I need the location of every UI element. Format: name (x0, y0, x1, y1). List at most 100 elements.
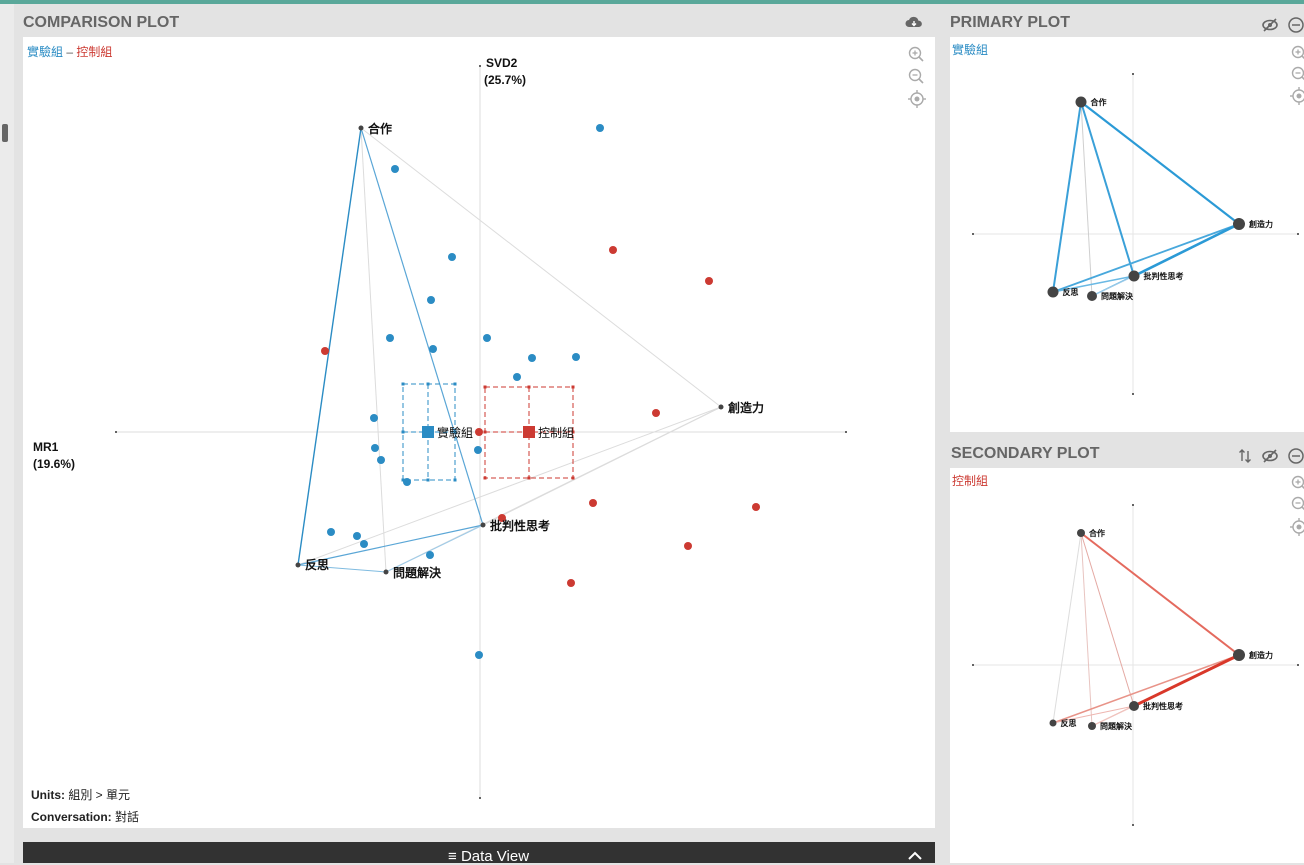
network-node-label: 反思 (305, 557, 329, 572)
recenter-icon[interactable] (1290, 518, 1304, 536)
group-a-handle (454, 383, 457, 386)
unit-point-group-a (391, 165, 399, 173)
zoom-in-icon-handle (919, 57, 923, 61)
primary-plot-node-label: 創造力 (1248, 219, 1273, 229)
zoom-out-icon[interactable] (1293, 68, 1304, 82)
secondary-plot-node-fansi (1050, 720, 1057, 727)
network-node-label: 問題解決 (393, 565, 442, 580)
unit-point-group-a (426, 551, 434, 559)
group-b-centroid (523, 426, 535, 438)
unit-point-group-a (370, 414, 378, 422)
secondary-plot-node-pipan (1129, 701, 1139, 711)
primary-plot-axis-end (1132, 73, 1134, 75)
unit-point-group-b (652, 409, 660, 417)
group-a-centroid (422, 426, 434, 438)
unit-point-group-a (353, 532, 361, 540)
x-axis-percent: (19.6%) (33, 457, 75, 471)
group-b-handle (484, 386, 487, 389)
primary-plot-node-label: 合作 (1090, 97, 1107, 107)
zoom-in-icon[interactable] (1293, 477, 1304, 491)
group-a-handle (402, 383, 405, 386)
group-b-handle (572, 386, 575, 389)
network-edge (386, 525, 483, 572)
axis-end-tick (845, 431, 847, 433)
unit-point-group-a (475, 651, 483, 659)
primary-plot-node-wenti (1087, 291, 1097, 301)
zoom-in-icon[interactable] (910, 48, 924, 62)
secondary-plot-node-label: 批判性思考 (1143, 701, 1183, 711)
recenter-icon-dot (1297, 94, 1302, 99)
zoom-in-icon[interactable] (1293, 47, 1304, 61)
unit-point-group-a (572, 353, 580, 361)
network-node-label: 創造力 (727, 400, 764, 415)
unit-point-group-b (475, 428, 483, 436)
y-axis-label: SVD2 (486, 56, 518, 70)
zoom-out-icon[interactable] (910, 70, 924, 84)
axis-end-tick (479, 797, 481, 799)
group-b-handle (528, 477, 531, 480)
primary-plot-edge (1053, 102, 1081, 292)
secondary-plot-edge (1081, 533, 1239, 655)
axis-end-tick (115, 431, 117, 433)
primary-plot-node-label: 反思 (1063, 287, 1079, 297)
unit-point-group-a (474, 446, 482, 454)
unit-point-group-b (752, 503, 760, 511)
network-node-label: 批判性思考 (490, 518, 550, 533)
group-b-handle (528, 386, 531, 389)
secondary-plot-node-label: 創造力 (1248, 650, 1273, 660)
primary-plot-axis-end (972, 233, 974, 235)
group-a-handle (402, 431, 405, 434)
primary-plot-node-fansi (1048, 287, 1059, 298)
unit-point-group-b (609, 246, 617, 254)
recenter-icon-dot (915, 97, 920, 102)
network-edge-faint (361, 128, 721, 407)
network-edge (298, 128, 361, 565)
primary-plot-axis-end (1297, 233, 1299, 235)
recenter-icon-dot (1297, 525, 1302, 530)
secondary-plot-axis-end (972, 664, 974, 666)
recenter-icon[interactable] (1290, 87, 1304, 105)
zoom-out-icon[interactable] (1293, 498, 1304, 512)
unit-point-group-b (567, 579, 575, 587)
network-node-wenti (384, 570, 389, 575)
network-edge-faint (483, 407, 721, 525)
unit-point-group-a (596, 124, 604, 132)
zoom-out-icon-handle (919, 79, 923, 83)
unit-point-group-a (377, 456, 385, 464)
primary-plot-node-hezuo (1076, 97, 1087, 108)
unit-point-group-b (589, 499, 597, 507)
recenter-icon[interactable] (908, 90, 926, 108)
secondary-plot-edge (1053, 533, 1081, 723)
network-node-pipan (481, 523, 486, 528)
primary-plot-axis-end (1132, 393, 1134, 395)
primary-plot-edge (1134, 224, 1239, 276)
unit-point-group-b (705, 277, 713, 285)
secondary-plot-axis-end (1132, 504, 1134, 506)
primary-plot-edge (1081, 102, 1239, 224)
group-a-label: 實驗組 (437, 425, 473, 440)
group-a-handle (427, 383, 430, 386)
secondary-plot-edge (1134, 655, 1239, 706)
primary-plot-node-chuangzaoli (1233, 218, 1245, 230)
unit-point-group-a (513, 373, 521, 381)
secondary-plot-node-wenti (1088, 722, 1096, 730)
network-node-fansi (296, 563, 301, 568)
primary-plot-node-label: 問題解決 (1101, 291, 1134, 301)
primary-plot-node-label: 批判性思考 (1144, 271, 1184, 281)
secondary-plot-node-chuangzaoli (1233, 649, 1245, 661)
x-axis-label: MR1 (33, 440, 59, 454)
secondary-plot-node-label: 合作 (1088, 528, 1105, 538)
unit-point-group-a (403, 478, 411, 486)
unit-point-group-a (483, 334, 491, 342)
secondary-plot-node-label: 問題解決 (1100, 721, 1133, 731)
network-node-chuangzaoli (719, 405, 724, 410)
group-a-handle (427, 479, 430, 482)
axis-end-tick (479, 65, 481, 67)
secondary-plot-node-hezuo (1077, 529, 1085, 537)
network-node-label: 合作 (368, 121, 392, 136)
unit-point-group-a (429, 345, 437, 353)
unit-point-group-a (386, 334, 394, 342)
network-node-hezuo (359, 126, 364, 131)
unit-point-group-a (371, 444, 379, 452)
